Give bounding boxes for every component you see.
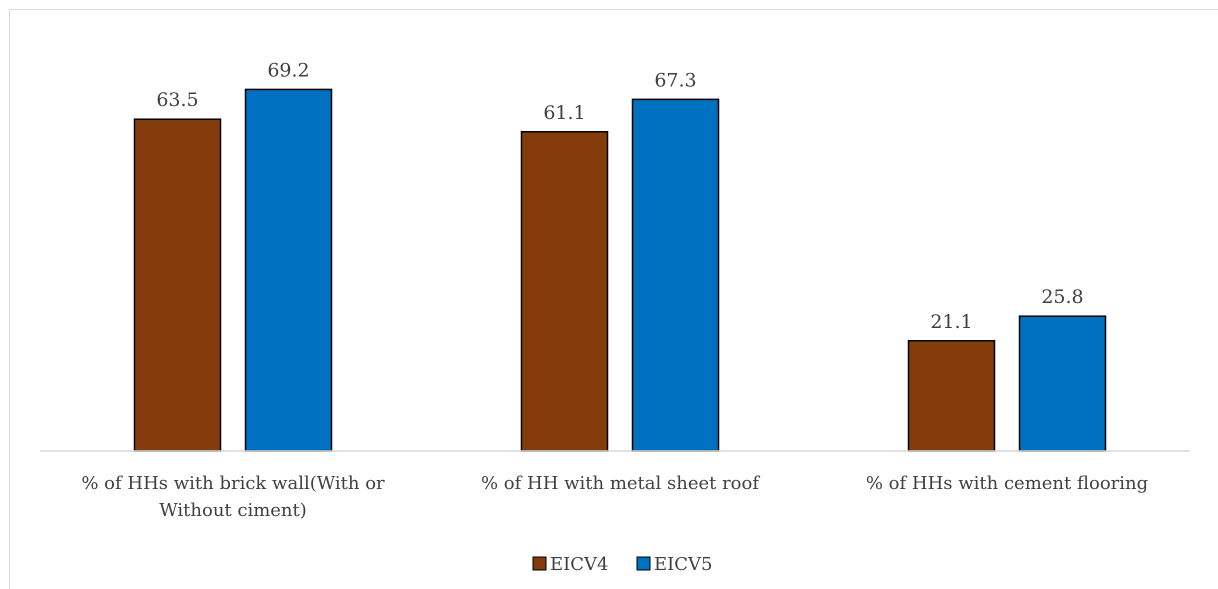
data-label-eicv5-0: 69.2 (267, 59, 309, 81)
data-labels-group: 63.5 69.2 61.1 67.3 21.1 25.8 (156, 59, 1083, 332)
bar-eicv5-1 (631, 98, 720, 452)
bar-eicv5-0 (244, 88, 333, 452)
legend-label-eicv4: EICV4 (550, 554, 608, 575)
category-labels-group: % of HHs with brick wall(With or Without … (81, 473, 1148, 521)
data-label-eicv4-0: 63.5 (156, 89, 198, 111)
bar-eicv4-1 (520, 131, 609, 452)
category-label-0-line-0: % of HHs with brick wall(With or (81, 473, 385, 494)
bar-eicv4-2 (907, 340, 996, 452)
data-label-eicv4-2: 21.1 (930, 311, 972, 333)
legend-swatch-eicv4 (532, 556, 547, 571)
category-label-2-line-0: % of HHs with cement flooring (866, 473, 1148, 494)
bar-eicv5-2 (1018, 315, 1107, 452)
legend-label-eicv5: EICV5 (654, 554, 712, 575)
data-label-eicv5-1: 67.3 (654, 69, 696, 91)
data-label-eicv5-2: 25.8 (1041, 286, 1083, 308)
category-label-0-line-1: Without ciment) (159, 500, 307, 521)
data-label-eicv4-1: 61.1 (543, 102, 585, 124)
bar-eicv4-0 (133, 118, 222, 452)
legend: EICV4 EICV5 (532, 554, 712, 575)
bars-group (133, 88, 1107, 452)
legend-swatch-eicv5 (636, 556, 651, 571)
category-label-1-line-0: % of HH with metal sheet roof (481, 473, 760, 494)
